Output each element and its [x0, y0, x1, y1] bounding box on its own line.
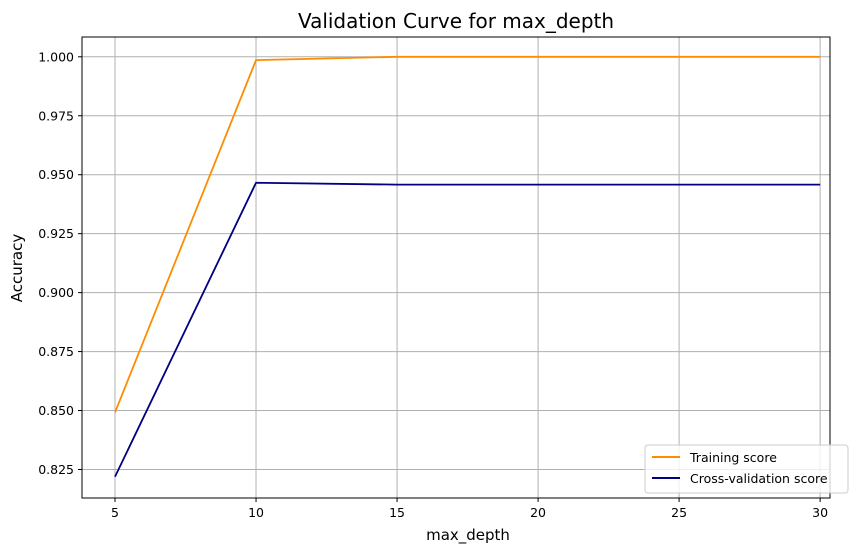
y-tick-label: 0.825	[38, 462, 74, 477]
x-tick-label: 25	[671, 505, 687, 520]
x-tick-label: 30	[812, 505, 828, 520]
y-tick-label: 0.925	[38, 226, 74, 241]
legend: Training score Cross-validation score	[644, 444, 849, 494]
y-axis-label: Accuracy	[8, 234, 26, 303]
legend-box	[644, 444, 849, 494]
x-tick-label: 15	[389, 505, 405, 520]
y-tick-label: 0.900	[38, 285, 74, 300]
x-axis-label: max_depth	[426, 526, 510, 545]
legend-label-training: Training score	[689, 450, 777, 465]
y-tick-label: 0.875	[38, 344, 74, 359]
x-tick-label: 10	[248, 505, 264, 520]
chart-title: Validation Curve for max_depth	[298, 9, 614, 33]
x-tick-label: 5	[111, 505, 119, 520]
training-score-line	[114, 55, 821, 413]
y-tick-label: 0.850	[38, 403, 74, 418]
y-tick-label: 0.950	[38, 167, 74, 182]
cv-score-line	[114, 181, 821, 478]
y-tick-label: 1.000	[38, 49, 74, 64]
legend-label-cv: Cross-validation score	[690, 471, 828, 486]
plot-frame	[81, 36, 831, 499]
y-tick-label: 0.975	[38, 108, 74, 123]
x-tick-label: 20	[530, 505, 546, 520]
